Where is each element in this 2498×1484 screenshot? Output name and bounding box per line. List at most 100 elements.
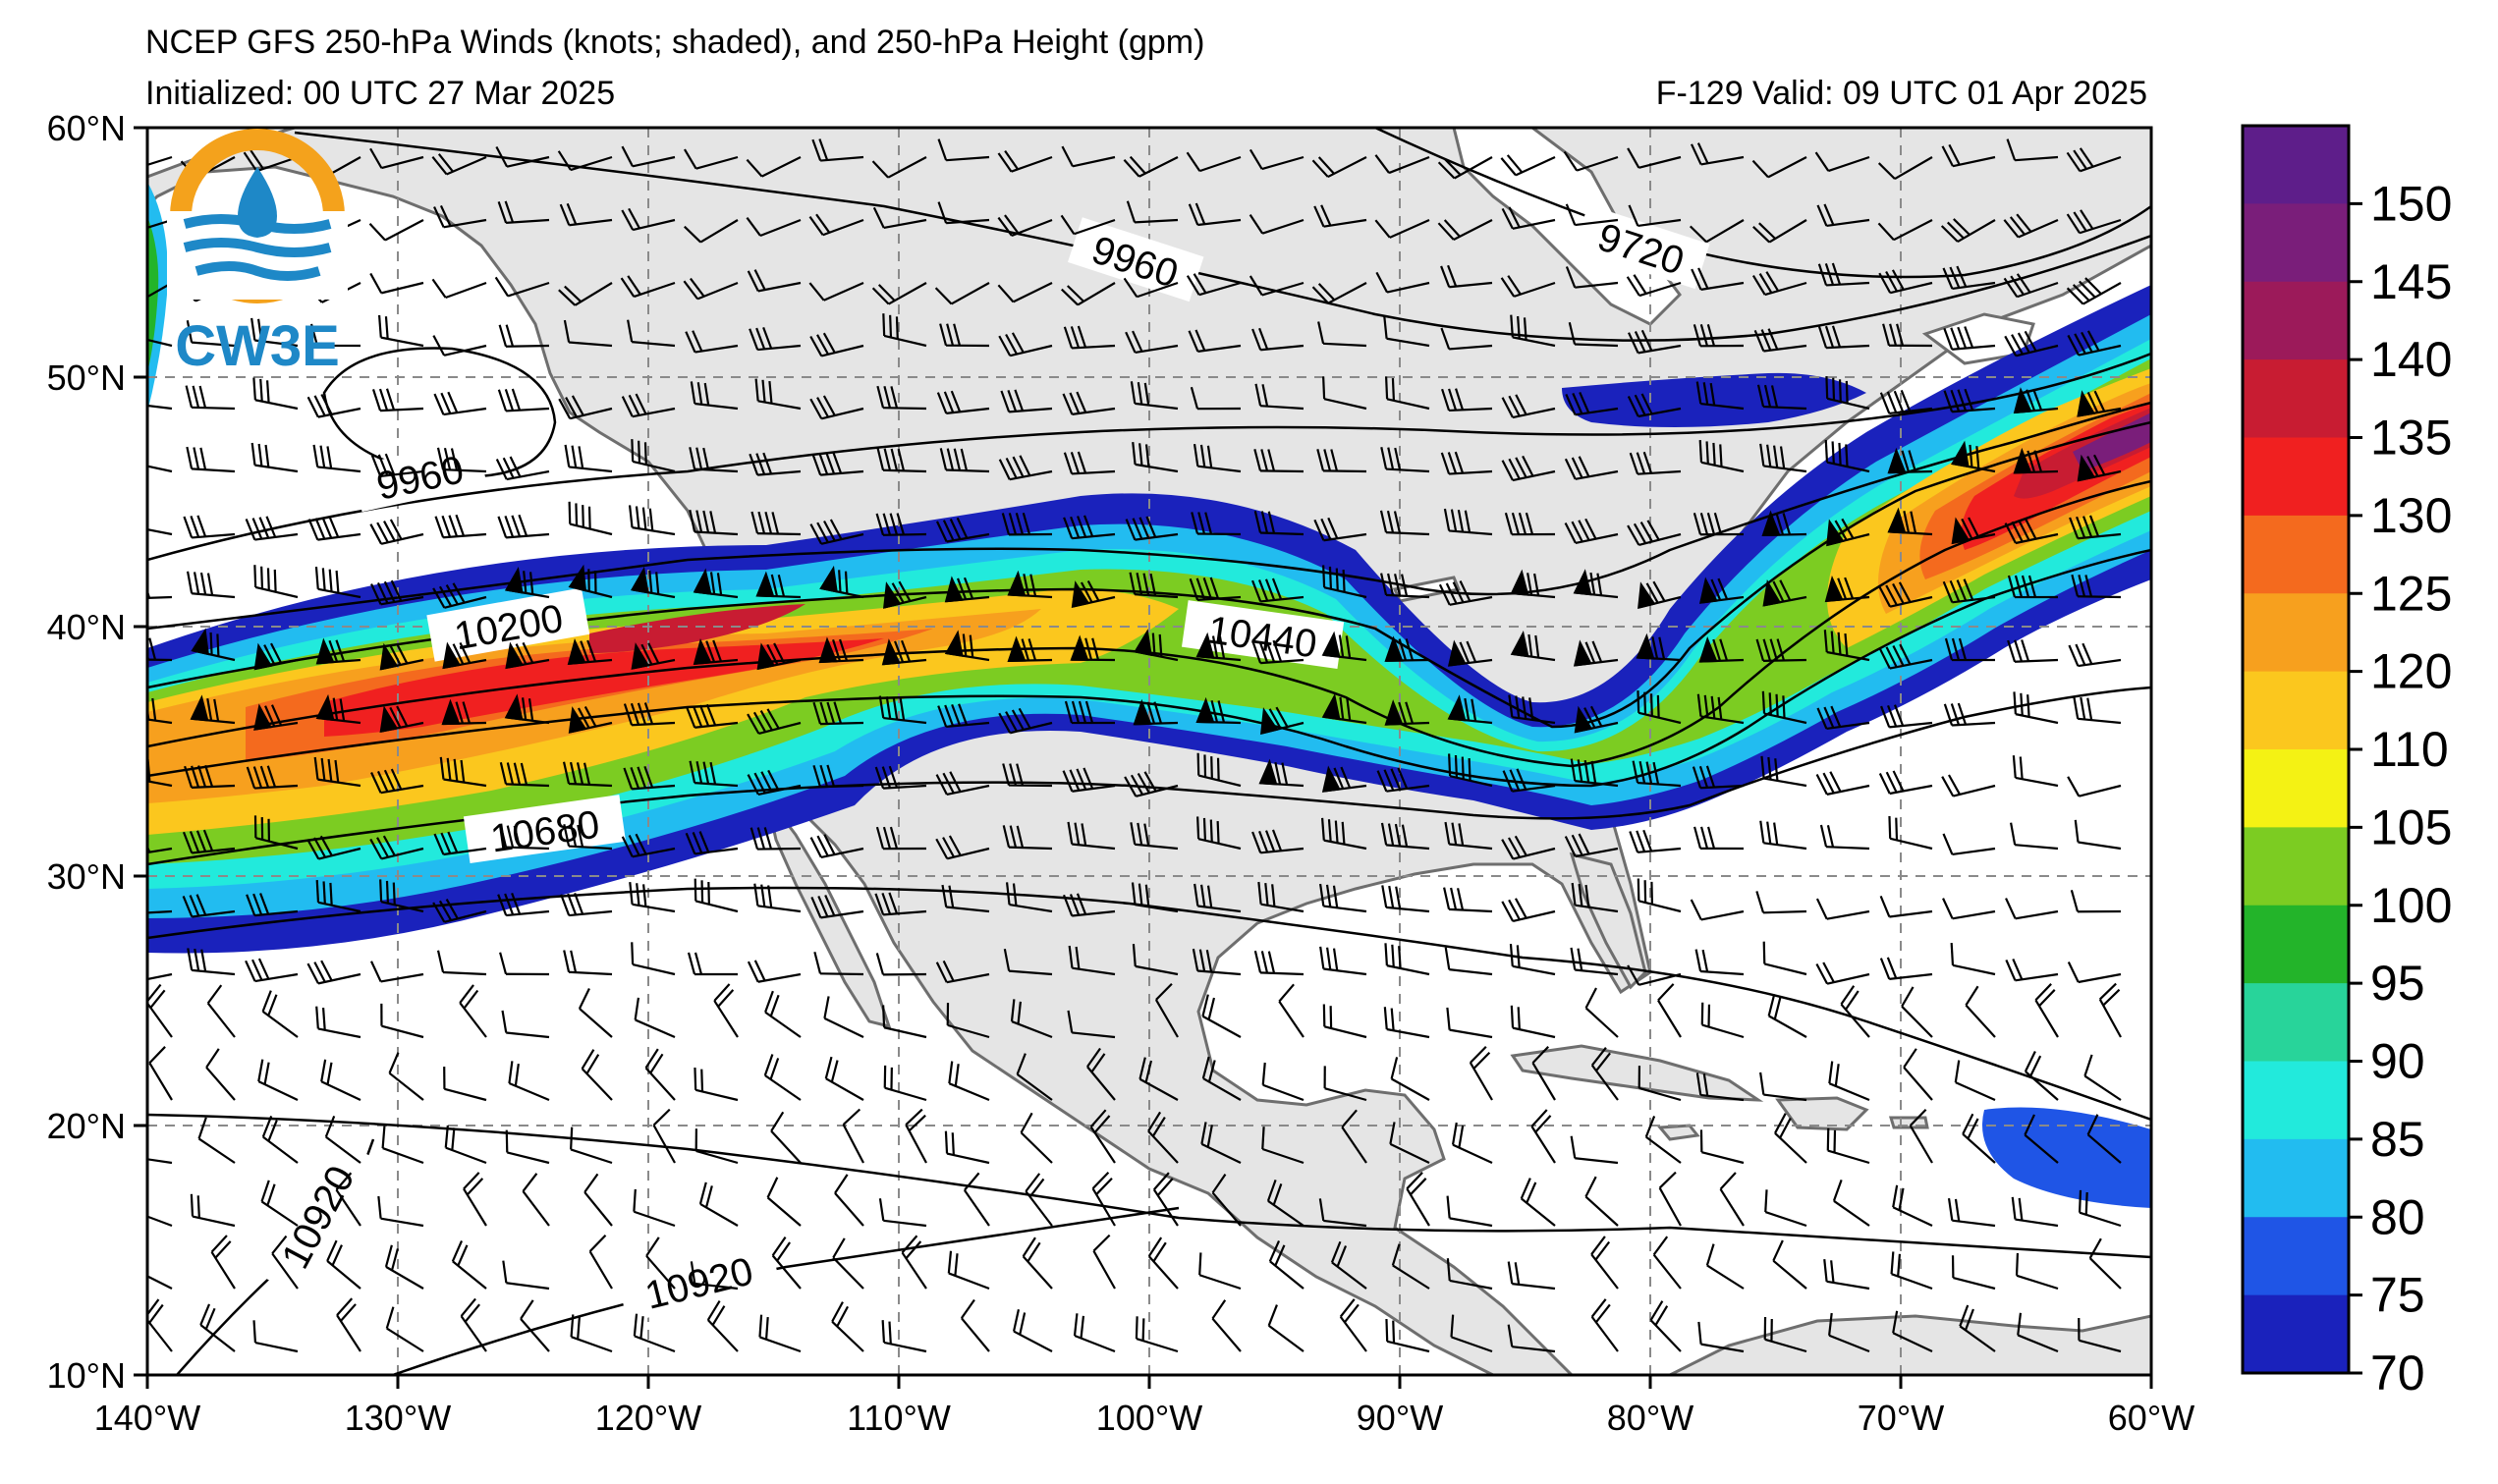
wind-barb xyxy=(1825,376,1870,411)
wind-barb xyxy=(459,984,487,1038)
wind-barb xyxy=(1341,1109,1367,1164)
wind-barb xyxy=(1260,706,1305,735)
logo-text: CW3E xyxy=(175,314,340,378)
colorbar-segment xyxy=(2243,827,2349,907)
wind-barb xyxy=(2005,958,2059,982)
wind-barb xyxy=(186,446,236,473)
wind-barb xyxy=(1001,512,1053,536)
colorbar-label: 130 xyxy=(2370,488,2452,543)
wind-barb xyxy=(935,771,990,797)
wind-barb xyxy=(2006,138,2059,162)
wind-barb xyxy=(1339,1298,1367,1352)
wind-barb xyxy=(1564,833,1619,858)
wind-barb xyxy=(1131,882,1179,913)
wind-barb xyxy=(1590,1236,1619,1290)
wind-barb xyxy=(147,524,173,536)
y-tick-label: 30°N xyxy=(47,856,126,897)
wind-barb xyxy=(260,1180,299,1227)
wind-barb xyxy=(147,402,173,411)
wind-barb xyxy=(1384,943,1430,976)
wind-barb xyxy=(1942,898,1996,920)
wind-barb xyxy=(1941,143,1996,168)
wind-barb xyxy=(1251,829,1305,854)
wind-barb xyxy=(1061,145,1116,168)
wind-barb xyxy=(522,1173,550,1227)
wind-barb xyxy=(813,951,864,976)
wind-barb xyxy=(502,1260,550,1291)
wind-barb xyxy=(1950,440,1996,473)
wind-barb xyxy=(560,893,613,917)
wind-barb xyxy=(689,760,739,788)
wind-barb xyxy=(1573,569,1619,599)
wind-barb xyxy=(1510,569,1556,599)
wind-barb xyxy=(2083,1054,2122,1101)
wind-barb xyxy=(1198,1252,1242,1291)
wind-barb xyxy=(495,456,550,481)
south-america xyxy=(1669,1314,2151,1375)
wind-barb xyxy=(1135,1316,1179,1353)
wind-barb xyxy=(197,1117,236,1164)
wind-barb xyxy=(964,1172,990,1227)
wind-barb xyxy=(1321,817,1367,851)
wind-barb xyxy=(1500,275,1556,298)
wind-barb xyxy=(627,319,676,348)
wind-barb xyxy=(246,893,299,917)
wind-barb xyxy=(442,641,487,670)
wind-barb xyxy=(377,1195,424,1228)
wind-barb xyxy=(1322,376,1367,411)
wind-barb xyxy=(186,571,236,599)
wind-barb xyxy=(460,1297,487,1352)
wind-barb xyxy=(878,1198,927,1228)
wind-barb xyxy=(875,513,927,536)
wind-barb xyxy=(1502,768,1556,793)
wind-barb xyxy=(1840,985,1870,1038)
wind-barb xyxy=(1266,1179,1305,1227)
wind-barb xyxy=(749,327,802,352)
wind-barb xyxy=(2098,982,2122,1038)
caribbean-jet-blue xyxy=(1982,1107,2151,1208)
wind-barb xyxy=(1878,643,1933,670)
wind-barb xyxy=(463,1172,487,1227)
wind-barb xyxy=(1025,1173,1053,1227)
wind-barb xyxy=(997,214,1053,237)
wind-barb xyxy=(1563,150,1619,172)
colorbar-label: 150 xyxy=(2370,176,2452,231)
wind-barb xyxy=(1450,1314,1493,1353)
wind-barb xyxy=(2004,518,2059,545)
wind-barb xyxy=(1693,323,1745,348)
wind-barb xyxy=(1691,267,1745,291)
wind-barb xyxy=(824,1056,864,1101)
wind-barb xyxy=(810,895,864,919)
wind-barb xyxy=(1375,271,1430,294)
wind-barb xyxy=(564,444,613,473)
wind-barb xyxy=(1195,696,1242,725)
wind-barb xyxy=(941,884,990,913)
wind-barb xyxy=(1507,1324,1556,1353)
wind-barb xyxy=(2073,696,2122,725)
colorbar-label: 80 xyxy=(2370,1189,2425,1244)
wind-barb xyxy=(2010,822,2059,851)
wind-barb xyxy=(147,1155,173,1165)
wind-barb xyxy=(1440,451,1493,475)
wind-barb xyxy=(147,218,173,235)
wind-barb xyxy=(147,1209,173,1228)
wind-barb xyxy=(1261,1062,1305,1102)
wind-barb xyxy=(1253,511,1305,536)
wind-barb xyxy=(335,1172,361,1227)
wind-barb xyxy=(1951,1255,1996,1291)
wind-barb xyxy=(1191,512,1242,536)
wind-barb xyxy=(2068,642,2122,668)
colorbar-segment xyxy=(2243,1061,2349,1140)
wind-barb xyxy=(1002,763,1053,788)
wind-barb xyxy=(1819,824,1870,851)
wind-barb xyxy=(1389,1122,1430,1164)
wind-barb xyxy=(1962,1113,1996,1164)
wind-barb xyxy=(245,516,299,541)
wind-barb xyxy=(1942,578,1996,604)
wind-barb xyxy=(385,1306,424,1352)
wind-barb xyxy=(1652,1236,1682,1290)
wind-barb xyxy=(1062,767,1116,793)
wind-barb xyxy=(185,385,236,411)
wind-barb xyxy=(431,153,487,176)
